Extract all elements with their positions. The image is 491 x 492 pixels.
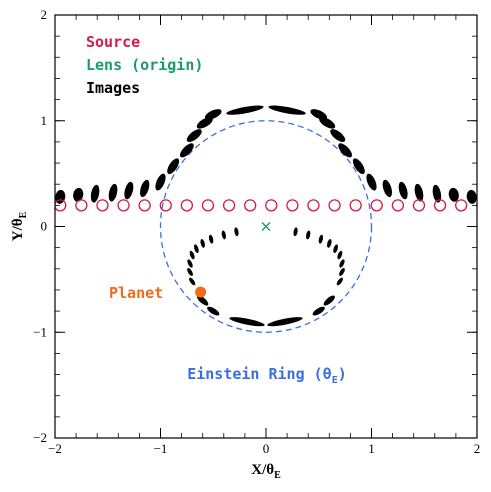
outer-image-3 — [108, 183, 118, 202]
einstein-ring — [159, 120, 373, 333]
einstein-ring-label: Einstein Ring (θE) — [187, 365, 347, 386]
legend-item-1: Lens (origin) — [86, 56, 203, 74]
outer-image-24 — [448, 187, 459, 202]
source-point-12 — [307, 199, 320, 212]
source-point-4 — [138, 199, 151, 212]
source-point-18 — [433, 199, 447, 212]
lens-marker-stroke-b — [261, 222, 271, 231]
outer-image-17 — [338, 143, 352, 158]
source-point-1 — [75, 199, 88, 212]
x-axis-label-main: X/θ — [251, 462, 274, 478]
source-point-16 — [391, 199, 405, 212]
einstein-ring-label-close: ) — [338, 365, 347, 383]
y-tick-label-1: −1 — [33, 324, 47, 339]
y-tick-label-0: −2 — [33, 430, 47, 445]
inner-image-12 — [267, 317, 303, 327]
source-point-15 — [370, 199, 383, 212]
source-point-7 — [201, 199, 215, 212]
legend-item-2: Images — [86, 79, 140, 97]
source-point-14 — [349, 199, 362, 212]
outer-image-9 — [186, 129, 202, 142]
outer-image-7 — [167, 158, 180, 175]
outer-image-6 — [155, 173, 166, 191]
outer-image-20 — [382, 179, 392, 198]
outer-image-16 — [330, 129, 346, 142]
source-point-6 — [180, 199, 194, 212]
legend-item-0: Source — [86, 33, 140, 51]
outer-image-8 — [180, 143, 194, 158]
source-point-10 — [265, 199, 278, 212]
inner-image-9 — [197, 295, 209, 306]
inner-image-15 — [336, 277, 343, 286]
einstein-ring-label-sub: E — [332, 375, 338, 386]
source-point-11 — [286, 199, 299, 212]
inner-image-18 — [337, 250, 343, 260]
inner-image-3 — [200, 239, 205, 248]
source-point-19 — [455, 199, 468, 212]
planet-point — [195, 286, 207, 298]
source-point-5 — [159, 199, 172, 212]
y-tick-label-4: 2 — [41, 7, 48, 22]
x-tick-label-4: 2 — [474, 441, 481, 456]
source-point-2 — [96, 199, 109, 212]
x-tick-label-1: −1 — [154, 441, 168, 456]
x-axis-label: X/θE — [251, 462, 281, 481]
outer-image-10 — [196, 117, 213, 129]
outer-image-14 — [310, 109, 328, 120]
inner-image-13 — [312, 306, 325, 316]
inner-image-16 — [339, 267, 345, 276]
y-tick-label-3: 1 — [41, 113, 48, 128]
inner-image-8 — [189, 277, 196, 286]
inner-image-21 — [318, 234, 324, 244]
inner-image-10 — [207, 306, 220, 316]
outer-image-23 — [432, 184, 442, 203]
outer-image-2 — [90, 184, 100, 203]
source-point-20 — [476, 202, 477, 209]
outer-image-4 — [124, 181, 134, 200]
einstein-ring-label-main: Einstein Ring (θ — [187, 365, 332, 383]
x-tick-label-3: 1 — [368, 441, 375, 456]
inner-image-11 — [229, 317, 265, 327]
source-point-8 — [222, 199, 236, 212]
inner-image-4 — [194, 244, 199, 254]
planet-label: Planet — [109, 284, 163, 302]
inner-image-20 — [327, 239, 332, 248]
outer-image-21 — [398, 181, 408, 200]
x-tick-label-2: 0 — [263, 441, 270, 456]
y-tick-label-2: 0 — [41, 219, 48, 234]
y-axis-label-main: Y/θ — [10, 218, 26, 241]
outer-image-19 — [366, 173, 377, 191]
inner-image-19 — [333, 244, 338, 254]
source-point-13 — [328, 199, 341, 212]
inner-image-0 — [234, 227, 239, 237]
outer-image-11 — [204, 109, 222, 120]
source-point-0 — [55, 199, 67, 212]
inner-image-2 — [208, 234, 214, 244]
inner-image-7 — [187, 267, 193, 276]
outer-image-12 — [226, 105, 264, 115]
inner-image-14 — [323, 295, 335, 306]
outer-image-18 — [352, 158, 365, 175]
inner-image-22 — [306, 230, 311, 240]
outer-image-25 — [466, 189, 477, 204]
lens-marker — [261, 222, 271, 231]
inner-image-1 — [221, 230, 226, 240]
outer-image-22 — [414, 183, 424, 202]
inner-image-23 — [293, 227, 298, 237]
y-axis-label: Y/θE — [10, 211, 29, 241]
y-axis-label-sub: E — [18, 211, 29, 218]
inner-image-17 — [339, 259, 345, 268]
outer-image-1 — [73, 187, 84, 202]
outer-image-5 — [140, 179, 150, 198]
inner-image-6 — [187, 259, 193, 268]
x-axis-label-sub: E — [274, 470, 281, 481]
outer-image-13 — [268, 105, 306, 115]
source-point-17 — [412, 199, 426, 212]
outer-image-15 — [319, 117, 336, 129]
x-tick-label-0: −2 — [48, 441, 62, 456]
source-point-9 — [244, 199, 257, 212]
source-point-3 — [117, 199, 130, 212]
inner-image-5 — [189, 250, 195, 260]
